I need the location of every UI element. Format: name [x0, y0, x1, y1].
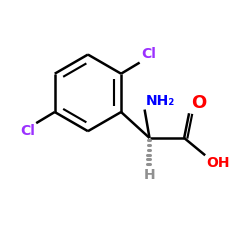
Text: Cl: Cl: [20, 124, 35, 138]
Text: OH: OH: [206, 156, 230, 170]
Text: H: H: [144, 168, 155, 182]
Text: Cl: Cl: [141, 47, 156, 61]
Text: NH₂: NH₂: [146, 94, 175, 108]
Text: O: O: [192, 94, 207, 112]
